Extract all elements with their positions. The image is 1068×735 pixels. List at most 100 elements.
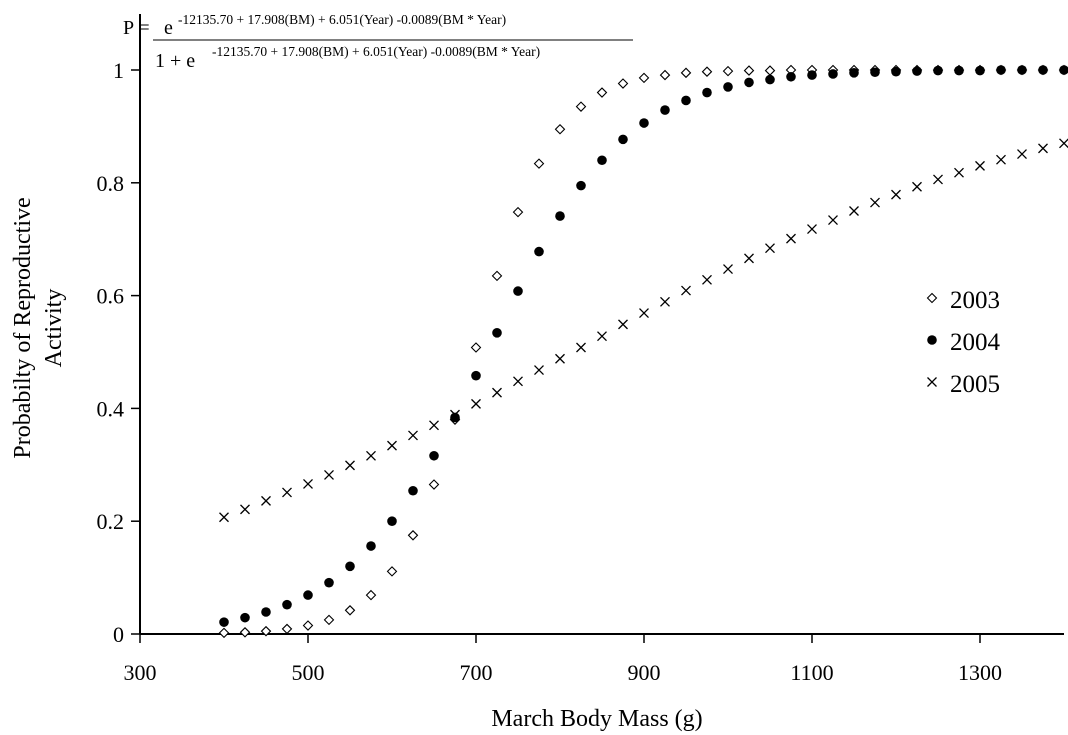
data-point-2003 [302, 620, 314, 631]
data-point-2004 [240, 612, 250, 623]
data-point-2005 [576, 342, 586, 353]
data-point-2005 [681, 285, 691, 296]
data-point-2004 [261, 607, 271, 617]
y-tick-label: 0.4 [97, 396, 125, 421]
data-point-2003 [407, 530, 419, 541]
data-point-2004 [345, 561, 355, 572]
data-point-2005 [1059, 138, 1068, 149]
data-point-2005 [618, 319, 628, 330]
data-point-2005 [513, 376, 523, 387]
x-tick-label: 1100 [790, 660, 833, 685]
data-point-2005 [471, 398, 481, 409]
data-point-2005 [828, 215, 838, 225]
data-point-2005 [912, 181, 922, 192]
data-point-2004 [597, 155, 607, 166]
data-point-2005 [1038, 143, 1048, 154]
equation-denominator-prefix: 1 + e [155, 50, 195, 72]
data-point-2004 [408, 485, 418, 496]
x-tick-label: 700 [460, 660, 493, 685]
series-2004 [219, 65, 1068, 627]
data-point-2004 [303, 590, 313, 600]
legend-item-2005: 2005 [927, 371, 1000, 398]
data-point-2004 [639, 118, 649, 128]
data-point-2004 [1059, 65, 1068, 75]
data-point-2004 [450, 412, 460, 423]
series-2005 [219, 138, 1068, 523]
y-tick-label: 1 [113, 58, 124, 83]
data-point-2004 [1017, 65, 1027, 75]
data-point-2004 [555, 211, 565, 221]
data-point-2004 [933, 65, 943, 76]
data-point-2004 [471, 370, 481, 381]
data-point-2004 [912, 66, 922, 76]
data-point-2004 [765, 74, 775, 85]
data-point-2003 [491, 270, 503, 282]
x-axis-ticks: 300 500 700 900 1100 1300 [124, 634, 1002, 685]
data-point-2004 [492, 328, 502, 338]
data-point-2004 [975, 65, 985, 76]
equation-denominator-exponent: -12135.70 + 17.908(BM) + 6.051(Year) -0.… [212, 44, 540, 59]
data-point-2005 [324, 469, 334, 480]
data-point-2004 [1038, 65, 1048, 75]
data-point-2003 [428, 479, 440, 490]
data-point-2003 [470, 342, 482, 353]
data-point-2004 [828, 69, 838, 79]
data-point-2003 [680, 67, 692, 79]
data-point-2004 [366, 541, 376, 551]
data-point-2005 [261, 495, 271, 506]
data-point-2005 [219, 512, 229, 523]
data-point-2004 [429, 450, 439, 461]
y-tick-label: 0.8 [97, 171, 125, 196]
data-point-2003 [323, 614, 335, 626]
data-point-2005 [849, 206, 859, 216]
y-axis-ticks: 0 0.2 0.4 0.6 0.8 1 [97, 58, 140, 647]
data-point-2005 [996, 154, 1006, 165]
data-point-2005 [1017, 149, 1027, 159]
data-point-2003 [575, 101, 587, 112]
data-point-2005 [408, 430, 418, 441]
data-point-2003 [764, 65, 776, 76]
series-2003 [218, 64, 1068, 639]
data-point-2004 [807, 70, 817, 80]
legend-item-2004: 2004 [927, 329, 1001, 356]
data-point-2003 [743, 65, 755, 76]
data-point-2004 [660, 105, 670, 115]
legend-marker-2005 [927, 377, 937, 387]
y-axis-label-line-1: Probabilty of Reproductive [10, 197, 36, 458]
data-point-2004 [576, 180, 586, 191]
data-point-2003 [701, 66, 713, 77]
x-tick-label: 1300 [958, 660, 1002, 685]
data-point-2005 [555, 353, 565, 364]
data-point-2003 [638, 72, 650, 84]
x-tick-label: 300 [124, 660, 157, 685]
data-point-2005 [492, 387, 502, 398]
legend-marker-2004 [927, 335, 937, 345]
data-point-2004 [534, 246, 544, 257]
data-point-2004 [996, 65, 1006, 75]
data-point-2004 [786, 71, 796, 82]
data-point-2003 [617, 78, 629, 89]
data-point-2005 [870, 197, 880, 208]
y-axis-label: Probabilty of Reproductive Activity [10, 197, 67, 458]
data-point-2003 [533, 158, 545, 169]
data-point-2005 [660, 296, 670, 307]
legend-label: 2003 [950, 287, 1000, 314]
data-point-2004 [387, 516, 397, 526]
data-point-2003 [386, 566, 398, 577]
data-point-2005 [744, 253, 754, 264]
data-point-2003 [365, 589, 377, 601]
data-point-2003 [722, 65, 734, 77]
data-point-2005 [387, 440, 397, 451]
equation-lhs: P = [123, 17, 150, 39]
data-point-2004 [282, 599, 292, 610]
x-tick-label: 500 [292, 660, 325, 685]
data-point-2005 [807, 224, 817, 235]
data-point-2005 [933, 174, 943, 185]
data-point-2005 [639, 308, 649, 319]
data-point-2004 [219, 617, 229, 627]
legend: 2003 2004 2005 [926, 287, 1001, 398]
data-point-2004 [324, 577, 334, 588]
data-point-2003 [596, 87, 608, 98]
data-point-2004 [744, 77, 754, 88]
